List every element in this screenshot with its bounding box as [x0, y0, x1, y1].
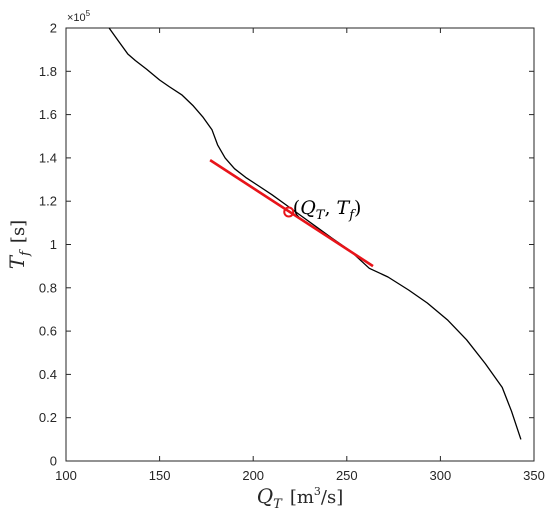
x-axis-label: QT [m3/s]	[257, 484, 344, 512]
y-axis-label: Tf[s]	[5, 220, 33, 269]
y-tick-label: 1.2	[39, 194, 57, 209]
operating-point-marker	[283, 206, 295, 218]
x-tick-label: 300	[430, 468, 452, 483]
y-tick-label: 1.4	[39, 150, 57, 165]
y-exponent-label: ×105	[67, 9, 91, 24]
x-tick-label: 250	[336, 468, 358, 483]
y-tick-label: 0.4	[39, 367, 57, 382]
y-tick-label: 0.8	[39, 280, 57, 295]
y-tick-label: 1.6	[39, 107, 57, 122]
y-tick-label: 2	[50, 21, 57, 36]
x-tick-label: 350	[523, 468, 545, 483]
plot-frame	[65, 27, 535, 462]
y-tick-label: 0.6	[39, 324, 57, 339]
tangent-line	[209, 159, 374, 268]
y-exponent-base: ×10	[67, 12, 86, 24]
series-layer	[108, 27, 522, 440]
y-tick-label: 1.8	[39, 64, 57, 79]
curve-line	[108, 27, 522, 440]
y-tick-label: 0	[50, 454, 57, 469]
y-tick-label: 0.2	[39, 410, 57, 425]
y-exponent-power: 5	[86, 9, 91, 18]
x-tick-label: 150	[149, 468, 171, 483]
y-tick-label: 1	[50, 237, 57, 252]
x-tick-label: 100	[55, 468, 77, 483]
axis-ticks: 100 150 200 250 300 350 0 0.2 0.4 0.6 0.8 1 1.2 1.4 1.…	[39, 21, 545, 484]
x-tick-label: 200	[242, 468, 264, 483]
point-annotation: (QT, Tf)	[293, 197, 362, 223]
